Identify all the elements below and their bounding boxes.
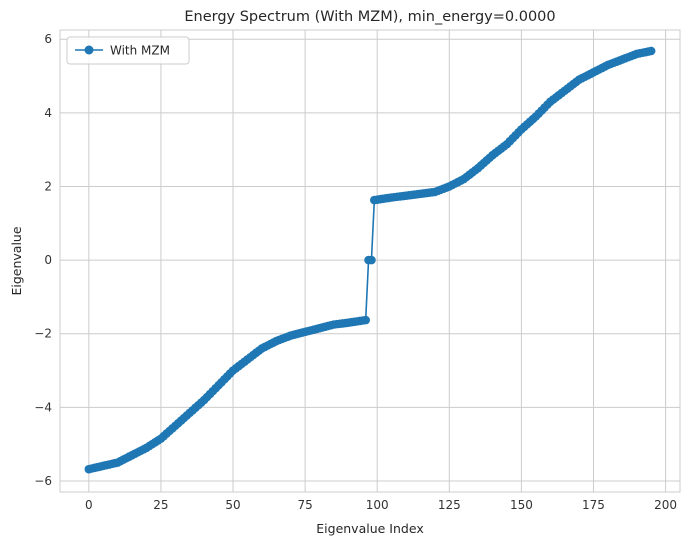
series-layer xyxy=(84,46,656,474)
chart-title: Energy Spectrum (With MZM), min_energy=0… xyxy=(184,9,555,25)
legend-box xyxy=(66,36,190,65)
y-tick-label: 0 xyxy=(44,253,52,267)
data-point xyxy=(646,46,656,56)
x-tick-label: 200 xyxy=(654,498,677,512)
x-tick-label: 175 xyxy=(582,498,605,512)
data-point xyxy=(361,315,370,325)
legend-label: With MZM xyxy=(110,44,170,58)
x-tick-label: 75 xyxy=(297,498,312,512)
y-tick-label: 4 xyxy=(44,106,52,120)
y-axis-label: Eigenvalue xyxy=(9,226,24,295)
grid xyxy=(60,30,680,492)
data-point xyxy=(367,255,376,265)
y-tick-label: 6 xyxy=(44,32,52,46)
legend: With MZM xyxy=(66,36,190,65)
x-tick-label: 0 xyxy=(85,498,93,512)
tick-labels: 0 25 50 75 100 125 150 175 200 −6 −4 −2 0 2 4 6 xyxy=(34,32,677,512)
x-tick-label: 50 xyxy=(225,498,240,512)
x-tick-label: 125 xyxy=(438,498,461,512)
plot-frame xyxy=(59,29,681,493)
x-axis-label: Eigenvalue Index xyxy=(316,521,423,536)
y-tick-label: −4 xyxy=(34,400,52,414)
x-tick-label: 25 xyxy=(153,498,168,512)
y-tick-label: −6 xyxy=(34,474,52,488)
y-tick-label: 2 xyxy=(44,179,52,193)
y-tick-label: −2 xyxy=(34,327,52,341)
legend-marker xyxy=(84,45,94,55)
x-tick-label: 150 xyxy=(510,498,533,512)
x-tick-label: 100 xyxy=(366,498,389,512)
